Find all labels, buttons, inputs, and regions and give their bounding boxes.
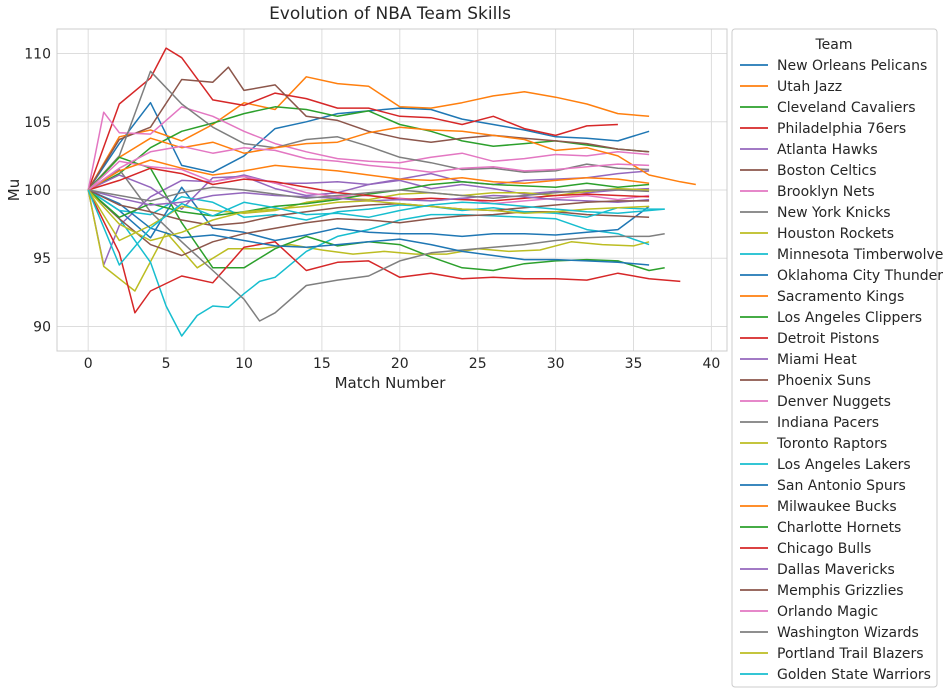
legend-entry: New York Knicks	[777, 205, 891, 221]
series-line	[87, 145, 650, 191]
x-axis-tick-labels: 0 5 10 15 20 25 30 35 40	[84, 356, 721, 372]
series-line	[87, 189, 650, 266]
legend-entry: Minnesota Timberwolves	[777, 247, 943, 263]
y-axis-label: Mu	[5, 179, 23, 201]
x-tick-label: 5	[162, 356, 171, 372]
series-line	[87, 181, 650, 219]
series-lines	[87, 47, 696, 337]
legend-entry: Dallas Mavericks	[777, 562, 895, 578]
series-line	[87, 159, 650, 191]
y-tick-label: 100	[24, 183, 51, 199]
legend-entry: Miami Heat	[777, 352, 857, 368]
legend-entry: Brooklyn Nets	[777, 184, 875, 200]
legend-entry: Oklahoma City Thunder	[777, 268, 943, 284]
series-line	[87, 189, 650, 227]
legend-entry: Charlotte Hornets	[777, 520, 901, 536]
legend-entry: Atlanta Hawks	[777, 142, 878, 158]
series-line	[87, 70, 650, 191]
x-tick-label: 10	[235, 356, 253, 372]
legend-entry: Milwaukee Bucks	[777, 499, 897, 515]
series-line	[87, 189, 650, 242]
legend-box	[731, 28, 938, 688]
legend-entry: Sacramento Kings	[777, 289, 904, 305]
legend-entry: Detroit Pistons	[777, 331, 879, 347]
legend-entry: Philadelphia 76ers	[777, 121, 906, 137]
series-line	[87, 189, 681, 314]
series-line	[87, 106, 650, 191]
y-tick-label: 105	[24, 115, 51, 131]
series-line	[87, 47, 618, 191]
y-tick-label: 110	[24, 47, 51, 63]
x-tick-label: 20	[391, 356, 409, 372]
series-line	[87, 66, 650, 191]
x-tick-label: 15	[313, 356, 331, 372]
legend-entry: Phoenix Suns	[777, 373, 871, 389]
legend-items: New Orleans Pelicans Utah Jazz Cleveland C…	[740, 58, 943, 683]
x-tick-label: 35	[625, 356, 643, 372]
x-tick-label: 25	[469, 356, 487, 372]
x-axis-label: Match Number	[335, 374, 447, 392]
legend-entry: Denver Nuggets	[777, 394, 891, 410]
series-line	[87, 189, 665, 221]
series-line	[87, 126, 696, 191]
x-tick-label: 0	[84, 356, 93, 372]
x-tick-label: 30	[547, 356, 565, 372]
plot-area-frame	[56, 28, 728, 352]
legend-entry: Cleveland Cavaliers	[777, 100, 916, 116]
series-line	[87, 186, 650, 242]
legend-entry: Toronto Raptors	[776, 436, 887, 452]
series-line	[87, 189, 650, 292]
legend-entry: San Antonio Spurs	[777, 478, 906, 494]
legend-entry: Chicago Bulls	[777, 541, 871, 557]
legend-entry: Washington Wizards	[777, 625, 919, 641]
legend-entry: Los Angeles Lakers	[777, 457, 911, 473]
legend-entry: Memphis Grizzlies	[777, 583, 904, 599]
legend-entry: Portland Trail Blazers	[777, 646, 924, 662]
y-axis-tick-labels: 90 95 100 105 110	[24, 47, 51, 336]
chart-title: Evolution of NBA Team Skills	[269, 4, 511, 24]
series-line	[87, 167, 650, 202]
series-line	[88, 186, 650, 202]
legend-entry: New Orleans Pelicans	[777, 58, 927, 74]
legend-entry: Los Angeles Clippers	[777, 310, 922, 326]
y-tick-label: 90	[33, 319, 51, 335]
legend: Team New Orleans Pelicans Utah Jazz Clevel…	[731, 28, 943, 688]
legend-entry: Golden State Warriors	[777, 667, 931, 683]
x-tick-label: 40	[703, 356, 721, 372]
series-line	[87, 76, 650, 191]
legend-entry: Orlando Magic	[777, 604, 878, 620]
legend-entry: Boston Celtics	[777, 163, 877, 179]
series-line	[87, 174, 650, 210]
series-line	[87, 170, 650, 266]
y-tick-label: 95	[33, 251, 51, 267]
legend-entry: Indiana Pacers	[777, 415, 879, 431]
legend-entry: Utah Jazz	[777, 79, 842, 95]
series-line	[87, 189, 665, 266]
legend-entry: Houston Rockets	[777, 226, 894, 242]
legend-title: Team	[814, 37, 852, 53]
series-line	[87, 189, 650, 337]
series-line	[87, 168, 665, 322]
